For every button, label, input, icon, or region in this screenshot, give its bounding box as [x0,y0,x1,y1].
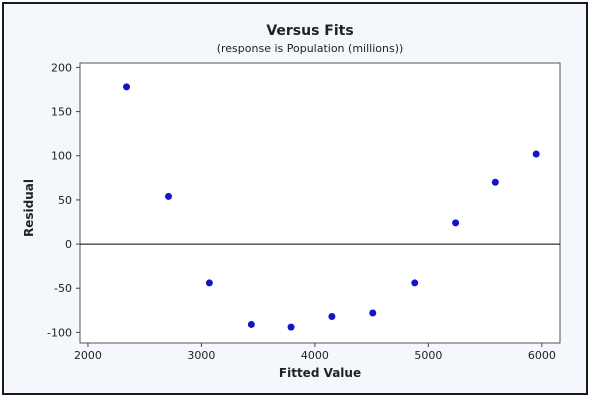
y-tick-label: 200 [51,61,72,74]
data-point [411,279,419,287]
data-point [491,178,499,186]
x-tick-label: 6000 [528,349,556,362]
x-axis: 2000 3000 4000 5000 6000 [74,343,556,362]
plot-area [79,62,561,344]
data-point [369,309,377,317]
chart-title: Versus Fits [266,23,353,39]
x-tick-label: 2000 [74,349,102,362]
y-tick-label: -100 [47,326,72,339]
y-tick-label: 0 [65,238,72,251]
x-axis-label: Fitted Value [279,366,361,380]
x-tick-label: 5000 [414,349,442,362]
x-tick-label: 4000 [301,349,329,362]
y-tick-label: 50 [58,194,72,207]
data-point [532,150,540,158]
y-tick-label: 150 [51,106,72,119]
data-point [452,219,460,227]
x-tick-label: 3000 [187,349,215,362]
data-point [328,313,336,321]
data-point [205,279,213,287]
chart-subtitle: (response is Population (millions)) [217,42,404,55]
data-point [123,83,131,91]
y-tick-label: 100 [51,150,72,163]
data-point [165,192,173,200]
y-axis: -100 -50 0 50 100 150 200 [47,61,80,339]
data-point [287,323,295,331]
data-point [247,320,255,328]
y-axis-label: Residual [22,179,36,237]
y-tick-label: -50 [54,282,72,295]
data-points [123,83,540,331]
